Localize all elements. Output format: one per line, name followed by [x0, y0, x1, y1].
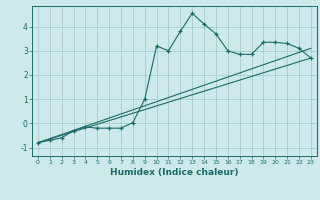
X-axis label: Humidex (Indice chaleur): Humidex (Indice chaleur)	[110, 168, 239, 177]
